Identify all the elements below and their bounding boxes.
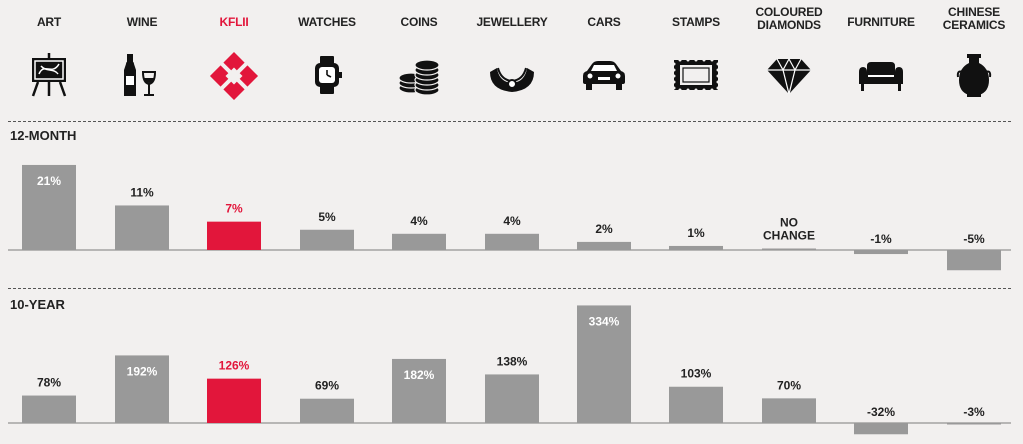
category-label: ART [36,15,62,29]
category-column: ART [4,0,94,110]
bar [300,229,354,250]
art-easel-icon [31,53,67,97]
category-header: ART WINE KFLII WATCHES COINS JEWELLERY CARS STA… [0,0,1023,110]
bar [947,250,1001,271]
bar-value-label: NO CHANGE [763,216,815,243]
bar-value-label: 334% [589,314,620,328]
category-label: CHINESE CERAMICS [942,5,1006,32]
bar [577,305,631,423]
bar-value-label: 5% [318,210,336,224]
category-label: WATCHES [298,15,356,29]
bar [577,241,631,250]
category-column: CARS [559,0,649,110]
section-title-10-year: 10-YEAR [10,297,65,312]
divider-top [8,121,1011,122]
category-column: COINS [374,0,464,110]
necklace-icon [490,67,534,92]
stamp-icon [672,58,720,92]
bar [762,398,816,423]
category-label: COINS [400,15,438,29]
bar-value-label: 4% [503,214,521,228]
bar [947,423,1001,425]
category-column: JEWELLERY [467,0,557,110]
category-column: WINE [97,0,187,110]
chart-12-month: 21% 11% 7% 5% 4% 4% 2% 1% NO CHANGE -1% -5% [8,164,1011,271]
bar-value-label: 126% [219,359,250,373]
chart-10-year: 78% 192% 126% 69% 182% 138% 334% 103% 70% -32% -3% [8,305,1011,435]
bar-value-label: 138% [497,354,528,368]
section-title-12-month: 12-MONTH [10,128,77,143]
bar [300,398,354,423]
watch-icon [315,56,342,94]
bar-value-label: -1% [870,232,892,246]
bar-value-label: 69% [315,379,339,393]
bar [669,245,723,250]
bar-value-label: 7% [225,202,243,216]
category-column: FURNITURE [836,0,926,110]
bar-value-label: 192% [127,364,158,378]
bar-value-label: 103% [681,367,712,381]
bar [207,221,261,250]
bar [854,250,908,255]
category-label: COLOURED DIAMONDS [755,5,823,32]
diamond-icon [767,58,811,95]
category-column: COLOURED DIAMONDS [744,0,834,110]
bar-value-label: 11% [130,185,154,199]
category-label: FURNITURE [847,15,915,29]
bar-value-label: -5% [963,232,985,246]
category-label: JEWELLERY [476,15,548,29]
car-icon [583,61,625,90]
category-column: CHINESE CERAMICS [929,0,1019,110]
bar [669,386,723,423]
category-column: STAMPS [651,0,741,110]
vase-icon [956,54,992,97]
category-label: WINE [126,15,158,29]
bar [22,164,76,250]
bar-value-label: 2% [595,222,613,236]
bar-value-label: 78% [37,376,61,390]
bar [207,378,261,423]
category-label: KFLII [219,15,249,29]
divider-middle [8,288,1011,289]
bar [22,395,76,423]
bar [854,423,908,435]
bar-value-label: 182% [404,368,435,382]
bar-value-label: 1% [687,226,705,240]
wine-bottle-icon [124,54,157,96]
coins-icon [398,59,440,96]
bar [392,358,446,423]
bar [115,205,169,250]
bar [115,355,169,423]
bar [485,233,539,250]
sofa-icon [859,62,903,91]
bar-value-label: 21% [37,174,61,188]
bar [392,233,446,250]
bar [762,248,816,250]
kflii-logo-icon [209,51,259,100]
bar [485,374,539,423]
category-column: KFLII [189,0,279,110]
category-column: WATCHES [282,0,372,110]
category-label: STAMPS [672,15,720,29]
bar-value-label: -32% [867,405,895,419]
bar-value-label: 70% [777,378,801,392]
bar-value-label: 4% [410,214,428,228]
category-label: CARS [587,15,621,29]
bar-value-label: -3% [963,405,985,419]
